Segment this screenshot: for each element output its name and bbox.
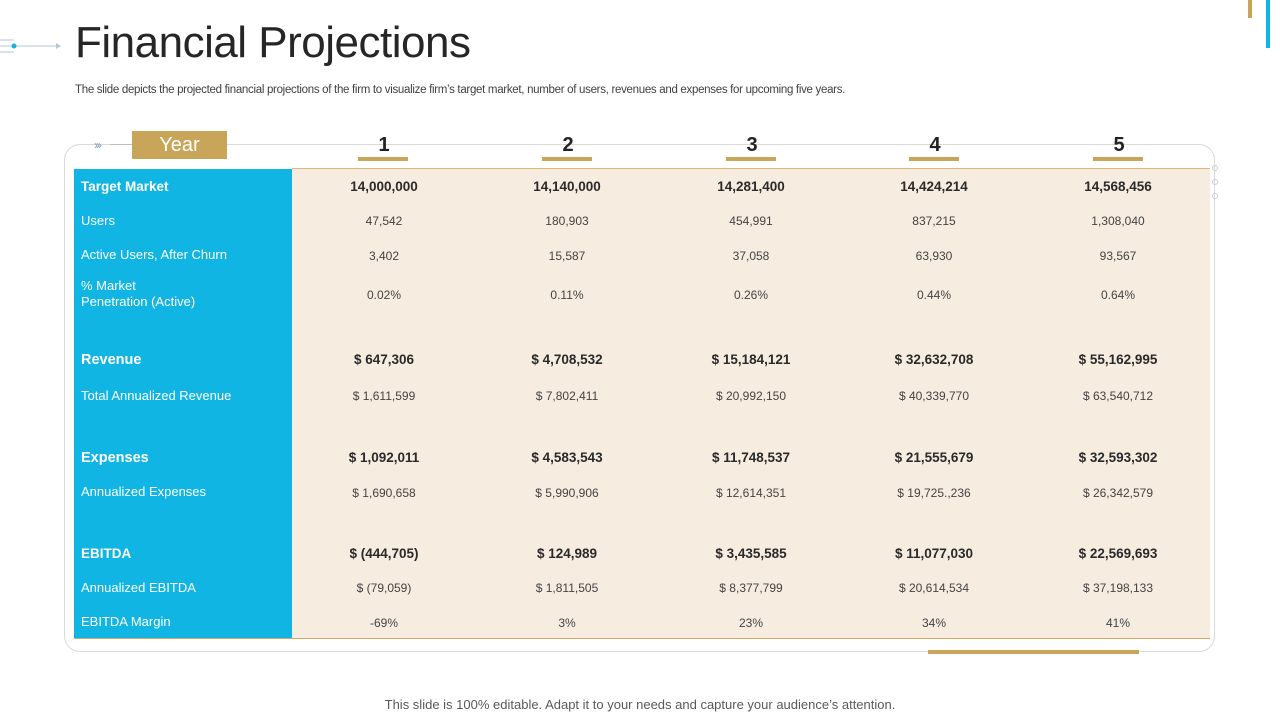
row-label-annualized-ebitda: Annualized EBITDA [81,580,196,595]
accent-bar-bottom [928,650,1139,654]
year-number-5: 5 [1113,134,1125,156]
table-cell: $ 21,555,679 [894,450,974,465]
row-label-line: Penetration (Active) [81,294,196,309]
table-cell: 14,424,214 [900,179,968,194]
row-label-annualized-expenses: Annualized Expenses [81,484,207,499]
table-cell: 3,402 [368,249,400,263]
table-cell: 14,000,000 [350,179,418,194]
circuit-decoration-icon [0,39,61,53]
table-cell: $ (79,059) [356,581,412,595]
frame-connector-line [110,144,132,145]
year-number-2: 2 [562,134,574,156]
table-cell: $ 37,198,133 [1082,581,1154,595]
year-number-4: 4 [929,134,941,156]
table-cell: 14,568,456 [1084,179,1152,194]
table-cell: $ 647,306 [353,352,415,367]
corner-bars-decoration [1248,0,1270,48]
table-frame [64,144,1215,652]
table-cell: 47,542 [365,214,403,228]
table-cell: 0.26% [733,288,769,302]
row-label-expenses: Expenses [81,450,149,466]
page-title: Financial Projections [75,18,471,67]
row-label-ebitda-margin: EBITDA Margin [81,614,171,629]
row-label-market-penetration: % Market Penetration (Active) [81,278,195,310]
table-top-rule [292,168,1210,169]
row-label-total-annualized-revenue: Total Annualized Revenue [81,388,232,403]
table-cell: $ 40,339,770 [898,389,970,403]
table-cell: 0.02% [366,288,402,302]
table-cell: 23% [738,616,764,630]
table-cell: $ 32,593,302 [1078,450,1158,465]
table-cell: 1,308,040 [1091,214,1145,228]
footer-note: This slide is 100% editable. Adapt it to… [384,697,896,712]
table-cell: $ 11,748,537 [711,450,791,465]
table-cell: 15,587 [548,249,586,263]
table-cell: 3% [558,616,576,630]
table-cell: 34% [921,616,947,630]
table-cell: 37,058 [732,249,770,263]
table-cell: $ 4,708,532 [531,352,603,367]
table-cell: $ 1,611,599 [352,389,416,403]
table-cell: $ 12,614,351 [715,486,787,500]
page-subtitle: The slide depicts the projected financia… [75,84,846,96]
year-header-label: Year [132,131,227,159]
row-label-revenue: Revenue [81,352,142,368]
year-underline [1093,157,1143,161]
table-cell: 454,991 [729,214,773,228]
row-label-ebitda: EBITDA [81,546,132,561]
row-label-line: % Market [81,278,136,293]
table-cell: $ 22,569,693 [1078,546,1158,561]
row-label-column [74,169,292,639]
year-number-3: 3 [746,134,758,156]
table-cell: $ 32,632,708 [894,352,974,367]
table-cell: $ 26,342,579 [1082,486,1154,500]
table-cell: $ (444,705) [349,546,419,561]
year-number-1: 1 [378,134,390,156]
table-cell: 180,903 [545,214,589,228]
table-cell: 0.44% [916,288,952,302]
row-label-target-market: Target Market [81,179,169,194]
table-cell: $ 15,184,121 [711,352,791,367]
table-bottom-rule [74,638,1210,639]
table-cell: $ 1,092,011 [348,450,420,465]
table-cell: $ 3,435,585 [715,546,787,561]
table-cell: $ 1,690,658 [352,486,416,500]
row-label-active-users: Active Users, After Churn [81,247,227,262]
table-cell: 93,567 [1099,249,1137,263]
table-cell: 14,140,000 [533,179,601,194]
year-underline [909,157,959,161]
table-cell: 14,281,400 [717,179,785,194]
table-cell: 0.64% [1100,288,1136,302]
table-cell: $ 124,989 [536,546,598,561]
table-cell: 63,930 [915,249,953,263]
table-cell: $ 1,811,505 [535,581,599,595]
table-cell: 837,215 [912,214,956,228]
table-cell: 0.11% [550,288,584,302]
chevrons-icon: ››› [94,138,102,152]
table-cell: $ 7,802,411 [535,389,599,403]
table-cell: -69% [369,616,398,630]
dots-decoration-icon [1212,165,1218,199]
row-label-users: Users [81,213,115,228]
table-cell: $ 20,992,150 [715,389,787,403]
year-underline [542,157,592,161]
table-cell: $ 19,725.,236 [897,486,971,500]
table-cell: $ 20,614,534 [898,581,970,595]
table-cell: 41% [1105,616,1131,630]
table-cell: $ 55,162,995 [1078,352,1158,367]
table-cell: $ 8,377,799 [719,581,783,595]
table-cell: $ 5,990,906 [535,486,599,500]
year-underline [358,157,408,161]
values-area [292,169,1210,639]
year-underline [726,157,776,161]
table-cell: $ 63,540,712 [1082,389,1154,403]
table-cell: $ 4,583,543 [531,450,603,465]
table-cell: $ 11,077,030 [894,546,974,561]
